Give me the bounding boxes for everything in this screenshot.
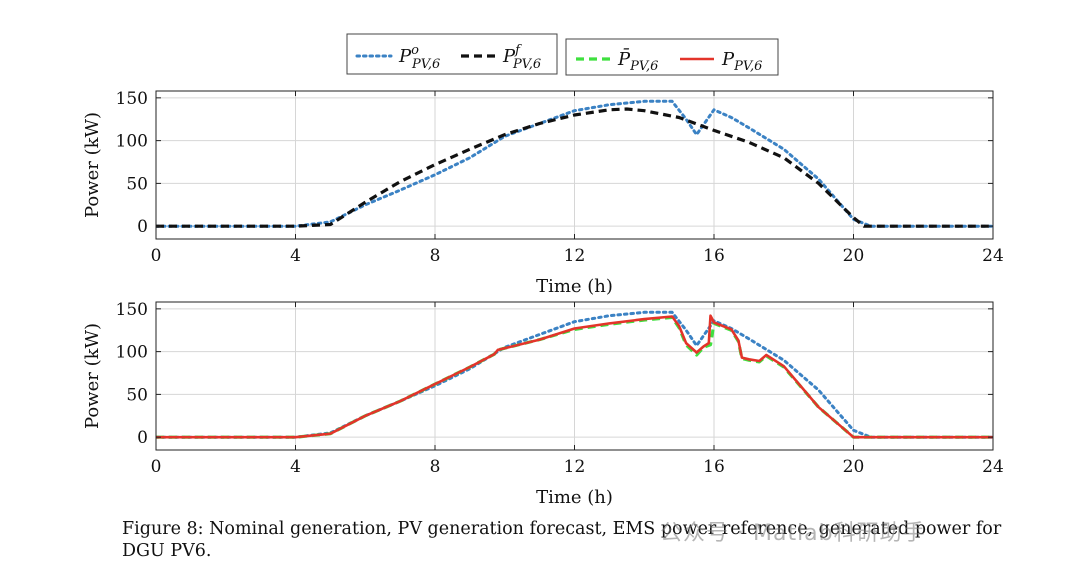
x-tick-label: 24 xyxy=(982,457,1004,477)
x-tick-label: 12 xyxy=(564,246,586,266)
y-tick-label: 100 xyxy=(116,132,148,152)
x-axis-label: Time (h) xyxy=(536,276,613,297)
x-tick-label: 0 xyxy=(151,246,162,266)
y-tick-label: 100 xyxy=(116,343,148,363)
x-tick-label: 20 xyxy=(843,246,865,266)
legend-label-generated: PPV,6 xyxy=(721,49,762,74)
x-axis-label: Time (h) xyxy=(536,487,613,508)
figure-caption: Figure 8: Nominal generation, PV generat… xyxy=(122,519,1002,561)
legend-box xyxy=(565,38,779,76)
x-tick-label: 24 xyxy=(982,246,1004,266)
x-tick-label: 4 xyxy=(290,246,301,266)
bottom-plot: 0 4 8 12 16 20 24 0 50 100 150 Time (h) Power (kW) xyxy=(82,300,1004,508)
x-tick-label: 8 xyxy=(430,457,441,477)
x-tick-label: 4 xyxy=(290,457,301,477)
x-tick-label: 20 xyxy=(843,457,865,477)
top-plot: 0 4 8 12 16 20 24 0 50 100 150 Time (h) Power (kW) xyxy=(82,89,1004,297)
y-axis-label: Power (kW) xyxy=(82,112,103,218)
legend-label-forecast: Pf PV,6 xyxy=(502,43,541,72)
y-axis-label: Power (kW) xyxy=(82,323,103,429)
legend: Po PV,6 Pf PV,6 P̄PV,6 PPV,6 xyxy=(346,33,779,76)
legend-label-ems_reference: P̄PV,6 xyxy=(617,47,658,74)
y-tick-label: 0 xyxy=(137,428,148,448)
x-tick-label: 12 xyxy=(564,457,586,477)
x-tick-label: 16 xyxy=(703,457,725,477)
x-tick-label: 0 xyxy=(151,457,162,477)
y-tick-label: 150 xyxy=(116,300,148,320)
series-line-generated xyxy=(156,314,993,439)
y-tick-label: 50 xyxy=(126,174,148,194)
legend-label-nominal: Po PV,6 xyxy=(398,43,440,72)
x-tick-label: 8 xyxy=(430,246,441,266)
series-line-forecast xyxy=(156,107,993,228)
y-tick-label: 150 xyxy=(116,89,148,109)
x-tick-label: 16 xyxy=(703,246,725,266)
watermark: 公众号 · Matlab科研助手 xyxy=(660,521,926,546)
legend-box xyxy=(346,33,558,75)
y-tick-label: 50 xyxy=(126,385,148,405)
y-tick-label: 0 xyxy=(137,217,148,237)
